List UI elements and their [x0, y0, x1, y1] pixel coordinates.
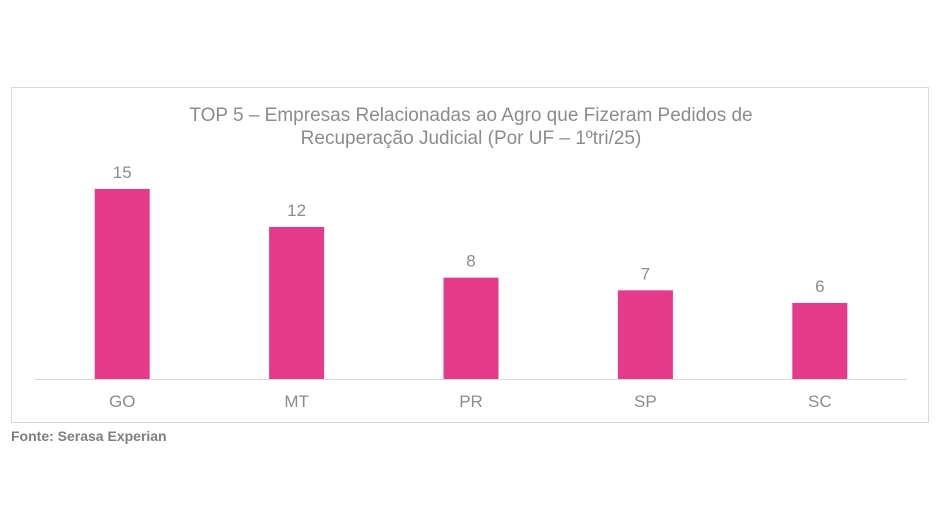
bar-sp[interactable]	[617, 290, 673, 379]
data-label-pr: 8	[466, 252, 475, 271]
x-tick-label-pr: PR	[459, 392, 483, 411]
bar-go[interactable]	[94, 189, 150, 379]
bar-mt[interactable]	[269, 227, 325, 379]
chart-container: TOP 5 – Empresas Relacionadas ao Agro qu…	[11, 87, 929, 423]
data-label-mt: 12	[287, 201, 306, 220]
data-label-go: 15	[113, 163, 132, 182]
bar-pr[interactable]	[443, 277, 499, 379]
source-note: Fonte: Serasa Experian	[11, 428, 167, 444]
data-label-sp: 7	[641, 264, 650, 283]
x-tick-label-mt: MT	[284, 392, 309, 411]
x-tick-label-go: GO	[109, 392, 135, 411]
x-tick-label-sc: SC	[808, 392, 832, 411]
chart-title-line-2: Recuperação Judicial (Por UF – 1ºtri/25)	[300, 128, 642, 149]
bar-sc[interactable]	[792, 303, 848, 379]
chart-title: TOP 5 – Empresas Relacionadas ao Agro qu…	[12, 104, 930, 150]
chart-title-line-1: TOP 5 – Empresas Relacionadas ao Agro qu…	[189, 105, 753, 126]
bar-chart-plot: 15 GO 12 MT 8 PR 7 SP 6 SC	[35, 163, 907, 411]
x-tick-label-sp: SP	[634, 392, 657, 411]
data-label-sc: 6	[815, 277, 824, 296]
